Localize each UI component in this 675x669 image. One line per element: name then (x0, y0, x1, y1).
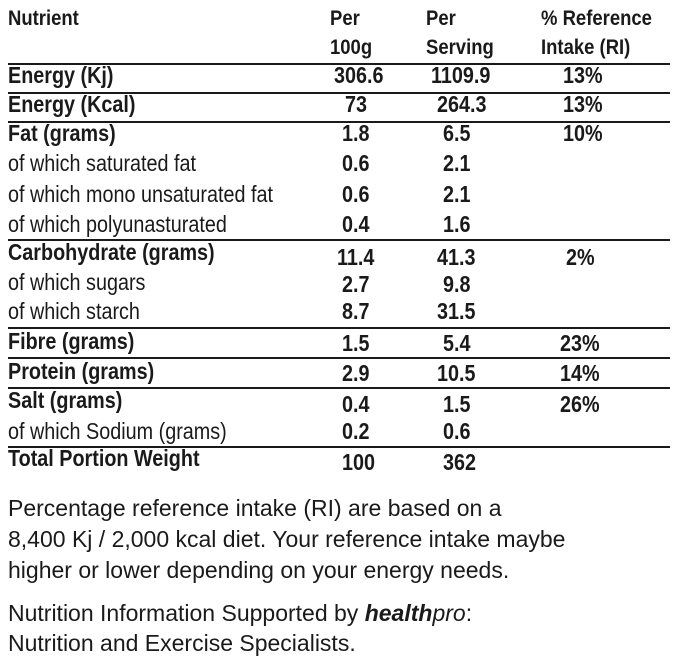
row-label: of which saturated fat (8, 150, 197, 176)
row-per-serving: 31.5 (437, 298, 476, 324)
ri-note-line-1: Percentage reference intake (RI) are bas… (8, 495, 502, 521)
divider-protein (8, 387, 670, 389)
row-per-100g: 0.6 (342, 181, 370, 207)
row-label: Total Portion Weight (8, 445, 200, 471)
row-label: of which Sodium (grams) (8, 418, 227, 444)
row-ri: 23% (560, 330, 600, 356)
row-label: Fat (grams) (8, 120, 116, 146)
row-label: of which sugars (8, 269, 146, 295)
row-per-100g: 0.2 (342, 418, 370, 444)
row-per-serving: 41.3 (437, 244, 476, 270)
row-ri: 14% (560, 360, 600, 386)
row-label: of which starch (8, 298, 140, 324)
divider-kcal (8, 121, 670, 123)
row-per-100g: 0.4 (342, 211, 370, 237)
row-per-100g: 11.4 (337, 244, 375, 270)
brand-pro: pro (432, 600, 466, 626)
row-ri: 26% (560, 391, 600, 417)
row-ri: 2% (566, 244, 595, 270)
row-label: Fibre (grams) (8, 328, 135, 354)
row-ri: 13% (563, 91, 603, 117)
row-per-100g: 306.6 (334, 62, 384, 88)
divider-energy (8, 92, 670, 94)
row-per-100g: 0.6 (342, 150, 370, 176)
row-per-serving: 1.5 (443, 391, 471, 417)
row-per-serving: 2.1 (443, 181, 471, 207)
row-per-serving: 362 (443, 449, 477, 475)
header-per-100g-line2: 100g (330, 36, 373, 59)
row-ri: 13% (563, 62, 603, 88)
row-per-100g: 73 (345, 91, 368, 117)
support-prefix: Nutrition Information Supported by (8, 600, 365, 626)
ri-note-line-2: 8,400 Kj / 2,000 kcal diet. Your referen… (8, 526, 566, 552)
ri-note-line-3: higher or lower depending on your energy… (8, 557, 510, 583)
row-label: Carbohydrate (grams) (8, 239, 215, 265)
row-label: of which polyunasturated (8, 211, 227, 237)
row-label: of which mono unsaturated fat (8, 181, 274, 207)
row-per-100g: 8.7 (342, 298, 370, 324)
row-label: Protein (grams) (8, 358, 155, 384)
header-per-serving-line2: Serving (426, 36, 494, 59)
support-line: Nutrition Information Supported by healt… (8, 598, 472, 629)
row-per-100g: 100 (342, 449, 376, 475)
header-per-serving-line1: Per (426, 7, 456, 30)
row-label: Energy (Kcal) (8, 91, 136, 117)
header-per-100g-line1: Per (330, 7, 360, 30)
row-ri: 10% (563, 120, 603, 146)
row-per-serving: 1109.9 (431, 62, 491, 88)
row-label: Salt (grams) (8, 387, 123, 413)
row-per-serving: 5.4 (443, 330, 471, 356)
header-ri-line2: Intake (RI) (541, 36, 631, 59)
header-ri-line1: % Reference (541, 7, 652, 30)
row-per-serving: 6.5 (443, 120, 471, 146)
row-per-serving: 9.8 (443, 271, 471, 297)
row-label: Energy (Kj) (8, 62, 114, 88)
brand-health: health (364, 600, 433, 626)
divider-fat (8, 239, 670, 241)
support-line-2: Nutrition and Exercise Specialists. (8, 630, 356, 656)
row-per-serving: 10.5 (437, 360, 476, 386)
divider-salt (8, 446, 670, 448)
divider-carbohydrate (8, 327, 670, 329)
support-suffix: : (465, 600, 473, 626)
divider-header (8, 63, 670, 65)
header-nutrient: Nutrient (8, 7, 79, 30)
row-per-100g: 1.5 (342, 330, 370, 356)
row-per-serving: 2.1 (443, 150, 471, 176)
row-per-serving: 1.6 (443, 211, 471, 237)
row-per-serving: 0.6 (443, 418, 471, 444)
row-per-serving: 264.3 (437, 91, 487, 117)
row-per-100g: 1.8 (342, 120, 370, 146)
row-per-100g: 0.4 (342, 391, 370, 417)
divider-fibre (8, 357, 670, 359)
row-per-100g: 2.9 (342, 360, 370, 386)
row-per-100g: 2.7 (342, 271, 370, 297)
